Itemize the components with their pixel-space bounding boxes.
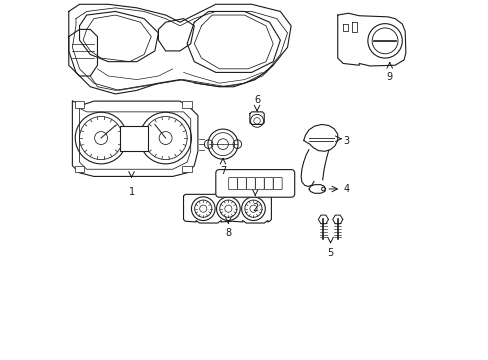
FancyBboxPatch shape: [237, 177, 246, 190]
Text: 4: 4: [343, 184, 348, 194]
FancyBboxPatch shape: [273, 177, 282, 190]
Text: 5: 5: [327, 248, 333, 258]
FancyBboxPatch shape: [75, 102, 84, 108]
FancyBboxPatch shape: [75, 166, 84, 172]
FancyBboxPatch shape: [246, 177, 255, 190]
FancyBboxPatch shape: [182, 166, 191, 172]
FancyBboxPatch shape: [228, 177, 237, 190]
Text: 3: 3: [343, 136, 348, 146]
Text: 1: 1: [128, 187, 134, 197]
FancyBboxPatch shape: [120, 126, 148, 151]
Text: 2: 2: [252, 203, 258, 213]
FancyBboxPatch shape: [182, 102, 191, 108]
Text: 8: 8: [225, 228, 231, 238]
FancyBboxPatch shape: [255, 177, 264, 190]
Text: 9: 9: [386, 72, 392, 82]
FancyBboxPatch shape: [215, 170, 294, 197]
Text: 7: 7: [220, 166, 225, 176]
Text: 6: 6: [253, 95, 260, 105]
FancyBboxPatch shape: [264, 177, 273, 190]
